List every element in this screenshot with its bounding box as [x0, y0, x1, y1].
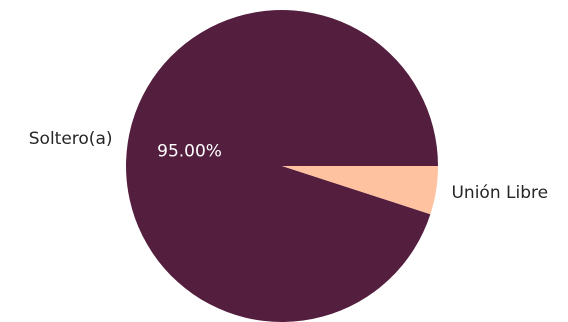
pie-slices — [125, 9, 438, 322]
pie-percent-soltero-a: 95.00% — [157, 141, 222, 161]
pie-slice-union-libre — [282, 166, 438, 215]
pie-slice-soltero-a — [125, 9, 438, 322]
pie-labels: Soltero(a) 95.00% Unión Libre — [29, 129, 548, 203]
pie-label-soltero-a: Soltero(a) — [29, 129, 113, 149]
pie-label-union-libre: Unión Libre — [451, 183, 548, 203]
